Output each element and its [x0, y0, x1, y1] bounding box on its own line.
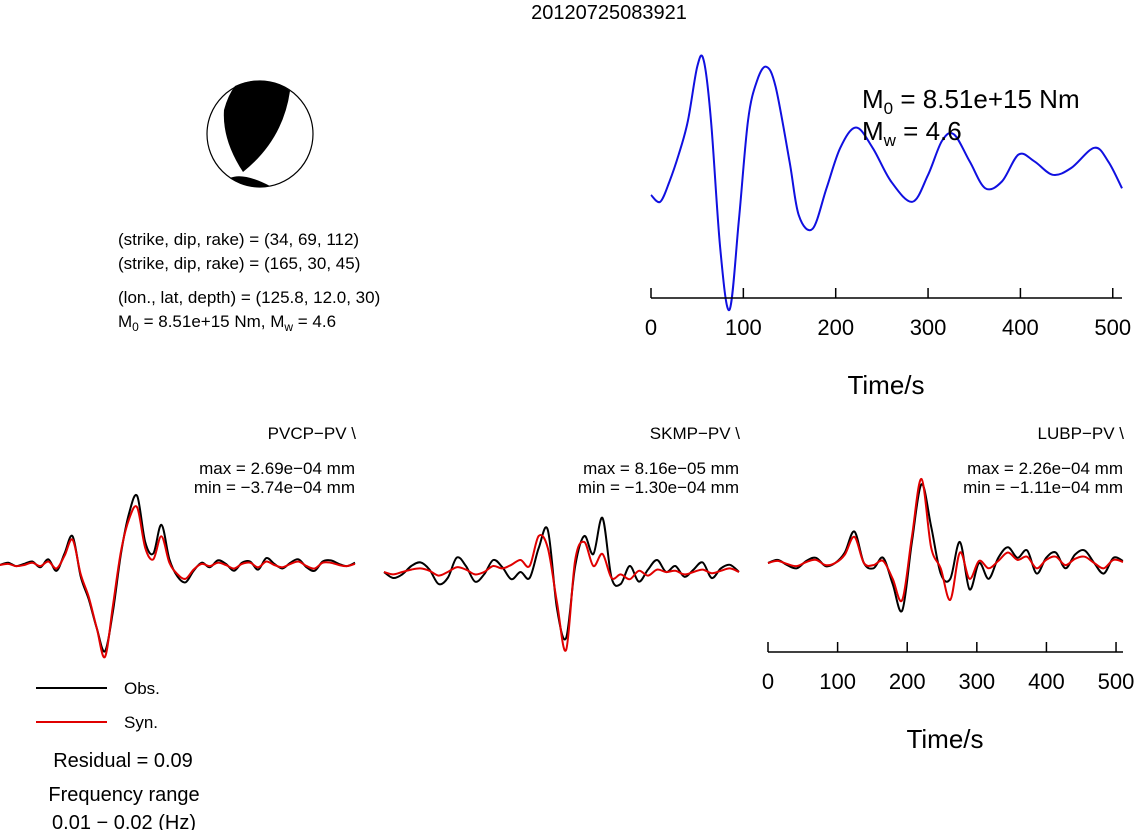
station-name-1: PVCP−PV \ — [268, 424, 357, 443]
frequency-range-value: 0.01 − 0.02 (Hz) — [52, 812, 196, 830]
station-panel-3: LUBP−PV \ max = 2.26e−04 mm min = −1.11e… — [762, 424, 1135, 754]
station-3-syn-line — [767, 477, 1124, 603]
stf-tick-label: 400 — [1002, 315, 1039, 340]
legend-syn-label: Syn. — [124, 713, 158, 732]
beachball-compression-lobe-upper — [223, 80, 290, 172]
location-text: (lon., lat, depth) = (125.8, 12.0, 30) — [118, 288, 380, 307]
station-name-3: LUBP−PV \ — [1038, 424, 1125, 443]
beachball-compression-lobe-lower — [230, 176, 270, 188]
station-max-3: max = 2.26e−04 mm — [967, 459, 1123, 478]
residual-text: Residual = 0.09 — [53, 750, 193, 772]
waveform-tick-label: 300 — [958, 669, 995, 694]
figure-title: 20120725083921 — [531, 2, 687, 24]
station-min-3: min = −1.11e−04 mm — [963, 478, 1123, 497]
stf-mw-label: Mw = 4.6 — [862, 116, 962, 150]
stf-tick-label: 500 — [1094, 315, 1131, 340]
stf-tick-label: 200 — [817, 315, 854, 340]
waveform-x-axis-label: Time/s — [906, 724, 983, 754]
stf-m0-label: M0 = 8.51e+15 Nm — [862, 84, 1080, 118]
station-1-obs-line — [0, 493, 356, 653]
station-2-obs-line — [383, 516, 740, 641]
stf-tick-label: 100 — [725, 315, 762, 340]
stf-x-axis-label: Time/s — [847, 370, 924, 400]
waveform-tick-label: 100 — [819, 669, 856, 694]
legend: Obs. Syn. — [36, 679, 160, 732]
station-2-syn-line — [383, 534, 740, 652]
station-min-1: min = −3.74e−04 mm — [194, 478, 355, 497]
waveform-tick-label: 400 — [1028, 669, 1065, 694]
station-panel-2: SKMP−PV \ max = 8.16e−05 mm min = −1.30e… — [383, 424, 741, 652]
stf-x-axis: 0 100 200 300 400 500 — [645, 288, 1131, 340]
station-max-1: max = 2.69e−04 mm — [199, 459, 355, 478]
station-min-2: min = −1.30e−04 mm — [578, 478, 739, 497]
waveform-tick-label: 200 — [889, 669, 926, 694]
station-max-2: max = 8.16e−05 mm — [583, 459, 739, 478]
legend-obs-label: Obs. — [124, 679, 160, 698]
beachball — [206, 80, 314, 188]
stf-tick-label: 0 — [645, 315, 657, 340]
frequency-range-label: Frequency range — [48, 784, 199, 806]
stf-tick-label: 300 — [910, 315, 947, 340]
plane2-text: (strike, dip, rake) = (165, 30, 45) — [118, 254, 360, 273]
waveform-tick-label: 0 — [762, 669, 774, 694]
waveform-x-axis: 0 100 200 300 400 500 — [762, 642, 1135, 694]
station-name-2: SKMP−PV \ — [650, 424, 741, 443]
moment-text: M0 = 8.51e+15 Nm, Mw = 4.6 — [118, 312, 336, 334]
stf-series-line — [650, 54, 1123, 311]
plane1-text: (strike, dip, rake) = (34, 69, 112) — [118, 230, 359, 249]
station-1-syn-line — [0, 505, 356, 659]
station-panel-1: PVCP−PV \ max = 2.69e−04 mm min = −3.74e… — [0, 424, 357, 659]
stf-panel: M0 = 8.51e+15 Nm Mw = 4.6 0 100 200 300 400 5… — [645, 54, 1131, 400]
waveform-tick-label: 500 — [1098, 669, 1135, 694]
